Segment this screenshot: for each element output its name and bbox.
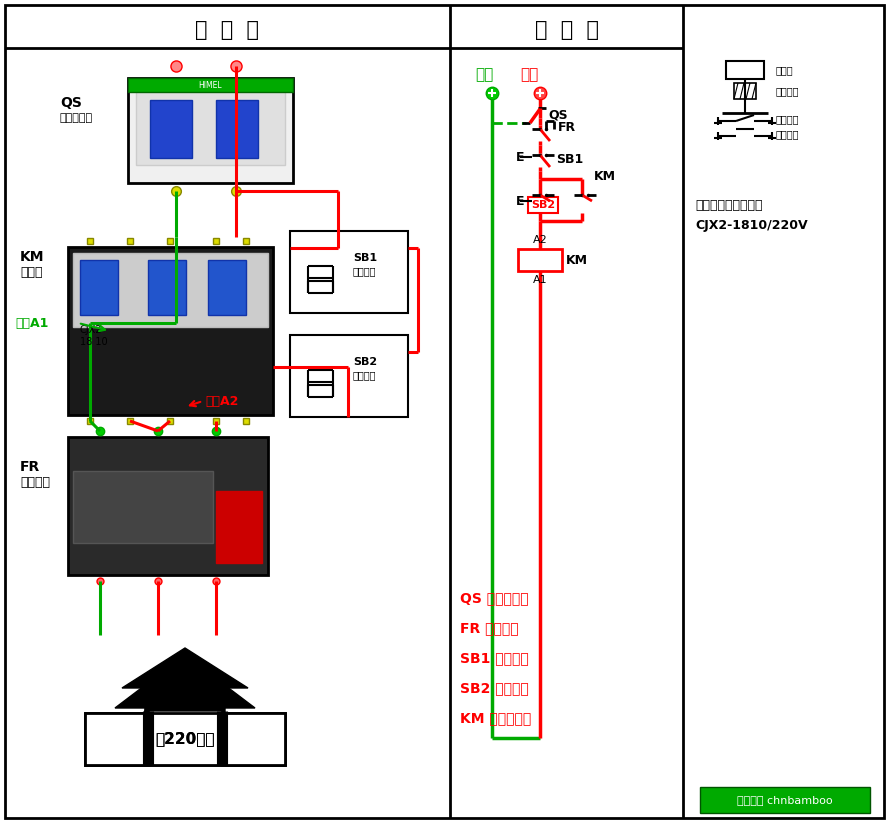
Text: 启动按钮: 启动按钮 bbox=[353, 370, 377, 380]
Bar bbox=[726, 61, 764, 79]
Text: 接220电机: 接220电机 bbox=[156, 732, 215, 746]
Text: FR: FR bbox=[20, 460, 40, 474]
Bar bbox=[518, 249, 562, 271]
Text: CJX2-1810/220V: CJX2-1810/220V bbox=[695, 218, 807, 231]
Text: 火线: 火线 bbox=[520, 67, 538, 82]
Bar bbox=[80, 260, 118, 315]
Bar bbox=[734, 83, 756, 99]
Text: 线圈A1: 线圈A1 bbox=[15, 317, 48, 329]
Bar bbox=[700, 787, 870, 813]
Bar bbox=[290, 231, 408, 313]
Text: 热继电器: 热继电器 bbox=[20, 476, 50, 489]
Polygon shape bbox=[122, 648, 248, 711]
Bar bbox=[290, 335, 408, 417]
Text: 复位弹簧: 复位弹簧 bbox=[776, 86, 799, 96]
Bar bbox=[85, 713, 285, 765]
Bar bbox=[216, 100, 258, 158]
Bar bbox=[128, 78, 293, 92]
Bar bbox=[528, 197, 558, 213]
Text: E: E bbox=[516, 194, 525, 207]
Text: SB2: SB2 bbox=[353, 357, 377, 367]
Bar bbox=[68, 437, 268, 575]
Text: 按钮帽: 按钮帽 bbox=[776, 65, 794, 75]
Text: 线圈A2: 线圈A2 bbox=[205, 394, 238, 407]
Text: 常开触头: 常开触头 bbox=[776, 129, 799, 139]
Text: A1: A1 bbox=[533, 275, 548, 285]
Bar bbox=[73, 471, 213, 543]
Text: SB2: SB2 bbox=[531, 200, 555, 210]
Text: 停止按钮: 停止按钮 bbox=[353, 266, 377, 276]
Text: 空气断路器: 空气断路器 bbox=[60, 113, 93, 123]
Text: 零线: 零线 bbox=[475, 67, 493, 82]
Bar bbox=[148, 260, 186, 315]
Polygon shape bbox=[150, 708, 220, 765]
Text: FR 热继电器: FR 热继电器 bbox=[460, 621, 518, 635]
Text: KM: KM bbox=[566, 253, 588, 267]
Text: QS: QS bbox=[548, 109, 567, 122]
Bar bbox=[128, 78, 293, 183]
Text: SB1: SB1 bbox=[556, 152, 583, 165]
Text: 接触器: 接触器 bbox=[20, 266, 43, 278]
Text: SB1 停止按钮: SB1 停止按钮 bbox=[460, 651, 529, 665]
Text: 接220电机: 接220电机 bbox=[156, 732, 215, 746]
Bar bbox=[136, 86, 285, 165]
Text: KM: KM bbox=[20, 250, 44, 264]
Bar bbox=[68, 247, 273, 415]
Text: HIMEL: HIMEL bbox=[198, 81, 222, 90]
Text: 18 10: 18 10 bbox=[80, 337, 108, 347]
Text: 常闭触头: 常闭触头 bbox=[776, 114, 799, 124]
Text: 注：交流接触器选用: 注：交流接触器选用 bbox=[695, 198, 763, 212]
Text: SB2 启动按钮: SB2 启动按钮 bbox=[460, 681, 529, 695]
Text: SB1: SB1 bbox=[353, 253, 377, 263]
Text: 实  物  图: 实 物 图 bbox=[195, 20, 259, 40]
Text: QS 空气断路器: QS 空气断路器 bbox=[460, 591, 529, 605]
Text: KM 交流接触器: KM 交流接触器 bbox=[460, 711, 532, 725]
Bar bbox=[85, 713, 285, 765]
Text: KM: KM bbox=[594, 170, 616, 183]
Text: A2: A2 bbox=[533, 235, 548, 245]
Text: 原  理  图: 原 理 图 bbox=[535, 20, 599, 40]
Text: QS: QS bbox=[60, 96, 82, 110]
Text: 百度知道 chnbamboo: 百度知道 chnbamboo bbox=[737, 795, 833, 805]
Bar bbox=[73, 253, 268, 327]
Text: CJX2: CJX2 bbox=[80, 325, 102, 335]
Text: FR: FR bbox=[558, 120, 576, 133]
Polygon shape bbox=[115, 655, 255, 765]
Bar bbox=[208, 260, 246, 315]
Bar bbox=[216, 491, 262, 563]
Text: E: E bbox=[516, 151, 525, 164]
Bar bbox=[150, 100, 192, 158]
